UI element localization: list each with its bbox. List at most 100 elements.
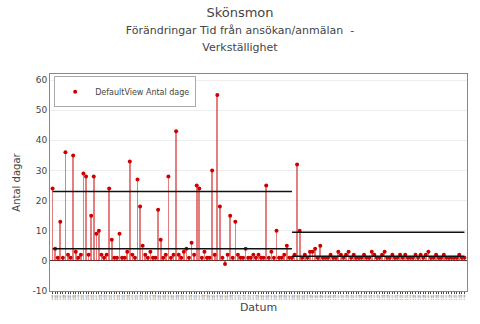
svg-text:d090: d090 — [283, 294, 286, 300]
svg-text:d047: d047 — [172, 294, 175, 300]
svg-text:d094: d094 — [293, 294, 296, 300]
svg-text:d157: d157 — [455, 294, 458, 300]
svg-text:d112: d112 — [340, 294, 343, 300]
svg-text:d072: d072 — [237, 294, 240, 300]
svg-text:d061: d061 — [208, 294, 211, 300]
svg-text:d060: d060 — [206, 294, 209, 300]
svg-text:d118: d118 — [355, 294, 358, 300]
svg-text:d127: d127 — [378, 294, 381, 300]
svg-text:d133: d133 — [394, 294, 397, 300]
svg-text:10: 10 — [36, 226, 48, 236]
svg-text:d039: d039 — [152, 294, 155, 300]
svg-text:d131: d131 — [388, 294, 391, 300]
svg-text:d156: d156 — [453, 294, 456, 300]
svg-text:d067: d067 — [224, 294, 227, 300]
svg-text:d123: d123 — [368, 294, 371, 300]
svg-text:d125: d125 — [373, 294, 376, 300]
svg-text:d051: d051 — [183, 294, 186, 300]
svg-text:d096: d096 — [298, 294, 301, 300]
svg-text:d032: d032 — [134, 294, 137, 300]
svg-text:d151: d151 — [440, 294, 443, 300]
svg-text:d134: d134 — [396, 294, 399, 300]
svg-text:d155: d155 — [450, 294, 453, 300]
svg-text:d138: d138 — [406, 294, 409, 300]
svg-text:d022: d022 — [108, 294, 111, 300]
svg-text:d144: d144 — [422, 294, 425, 300]
svg-text:d050: d050 — [180, 294, 183, 300]
svg-text:d075: d075 — [244, 294, 247, 300]
svg-text:d154: d154 — [448, 294, 451, 300]
svg-text:d057: d057 — [198, 294, 201, 300]
svg-text:d122: d122 — [365, 294, 368, 300]
svg-text:d070: d070 — [231, 294, 234, 300]
svg-text:d041: d041 — [157, 294, 160, 300]
svg-text:d115: d115 — [347, 294, 350, 300]
svg-text:d143: d143 — [419, 294, 422, 300]
svg-text:SkönsmonFörändringar Tid från: SkönsmonFörändringar Tid från ansökan/an… — [126, 5, 354, 54]
svg-text:d055: d055 — [193, 294, 196, 300]
svg-text:d026: d026 — [118, 294, 121, 300]
svg-text:60: 60 — [36, 75, 48, 85]
svg-text:d116: d116 — [350, 294, 353, 300]
svg-text:d054: d054 — [190, 294, 193, 300]
svg-text:d012: d012 — [82, 294, 85, 300]
svg-text:d043: d043 — [162, 294, 165, 300]
svg-text:d082: d082 — [262, 294, 265, 300]
svg-text:d033: d033 — [136, 294, 139, 300]
svg-text:d010: d010 — [77, 294, 80, 300]
svg-text:d076: d076 — [247, 294, 250, 300]
svg-text:d128: d128 — [381, 294, 384, 300]
svg-text:d019: d019 — [100, 294, 103, 300]
svg-text:-10: -10 — [32, 286, 47, 296]
svg-text:d105: d105 — [322, 294, 325, 300]
svg-text:d109: d109 — [332, 294, 335, 300]
svg-text:d020: d020 — [103, 294, 106, 300]
svg-text:40: 40 — [36, 135, 48, 145]
svg-text:d045: d045 — [167, 294, 170, 300]
svg-text:d091: d091 — [285, 294, 288, 300]
svg-text:d139: d139 — [409, 294, 412, 300]
svg-text:d009: d009 — [74, 294, 77, 300]
svg-text:d085: d085 — [270, 294, 273, 300]
svg-text:Datum: Datum — [240, 301, 277, 314]
svg-text:d053: d053 — [188, 294, 191, 300]
svg-text:d160: d160 — [463, 294, 466, 300]
svg-text:d046: d046 — [170, 294, 173, 300]
svg-text:d080: d080 — [257, 294, 260, 300]
svg-text:d106: d106 — [324, 294, 327, 300]
svg-text:d087: d087 — [275, 294, 278, 300]
svg-text:d073: d073 — [239, 294, 242, 300]
svg-text:d114: d114 — [345, 294, 348, 300]
svg-text:d104: d104 — [319, 294, 322, 300]
svg-text:d069: d069 — [229, 294, 232, 300]
svg-text:d004: d004 — [62, 294, 65, 300]
svg-text:d158: d158 — [458, 294, 461, 300]
svg-text:d028: d028 — [123, 294, 126, 300]
svg-text:d111: d111 — [337, 294, 340, 300]
svg-text:d145: d145 — [424, 294, 427, 300]
svg-text:0: 0 — [41, 256, 47, 266]
svg-text:DefaultView Antal dage: DefaultView Antal dage — [95, 88, 189, 97]
svg-text:d141: d141 — [414, 294, 417, 300]
svg-text:d042: d042 — [159, 294, 162, 300]
svg-text:d078: d078 — [252, 294, 255, 300]
svg-text:d006: d006 — [67, 294, 70, 300]
svg-text:d021: d021 — [105, 294, 108, 300]
svg-text:d089: d089 — [280, 294, 283, 300]
svg-text:Antal dagar: Antal dagar — [11, 152, 22, 211]
svg-text:d152: d152 — [442, 294, 445, 300]
svg-text:d121: d121 — [363, 294, 366, 300]
svg-text:30: 30 — [36, 166, 48, 176]
svg-text:d013: d013 — [85, 294, 88, 300]
svg-text:d074: d074 — [242, 294, 245, 300]
svg-text:d083: d083 — [265, 294, 268, 300]
svg-text:d048: d048 — [175, 294, 178, 300]
svg-text:d005: d005 — [64, 294, 67, 300]
svg-text:d103: d103 — [316, 294, 319, 300]
svg-text:20: 20 — [36, 196, 48, 206]
svg-text:d102: d102 — [314, 294, 317, 300]
svg-text:d113: d113 — [342, 294, 345, 300]
svg-text:d034: d034 — [139, 294, 142, 300]
svg-text:d017: d017 — [95, 294, 98, 300]
svg-text:d129: d129 — [383, 294, 386, 300]
